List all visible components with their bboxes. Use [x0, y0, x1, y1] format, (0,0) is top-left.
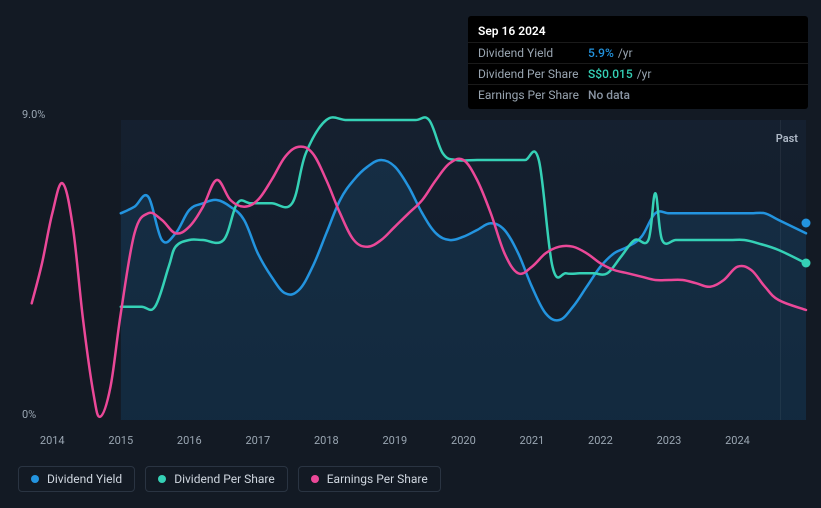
chart-tooltip: Sep 16 2024 Dividend Yield5.9%/yrDividen… [468, 16, 808, 109]
tooltip-rows: Dividend Yield5.9%/yrDividend Per ShareS… [468, 42, 808, 105]
tooltip-row-label: Dividend Yield [478, 46, 588, 60]
legend-item-dividend_per_share[interactable]: Dividend Per Share [145, 466, 288, 492]
x-axis-tick: 2017 [245, 434, 270, 447]
x-axis-ticks: 2014 2015 2016 2017 2018 2019 2020 2021 2022 2023… [18, 434, 806, 450]
x-axis-tick: 2015 [108, 434, 133, 447]
x-axis-tick: 2016 [177, 434, 202, 447]
tooltip-row-label: Earnings Per Share [478, 88, 588, 102]
legend-dot-icon [158, 475, 166, 483]
tooltip-row: Dividend Yield5.9% /yr [468, 42, 808, 63]
tooltip-row-value: 5.9% [588, 46, 614, 60]
tooltip-row-value: S$0.015 [588, 67, 633, 81]
x-axis-tick: 2021 [520, 434, 545, 447]
legend-item-dividend_yield[interactable]: Dividend Yield [18, 466, 135, 492]
legend-item-label: Dividend Yield [47, 472, 122, 486]
x-axis-tick: 2019 [382, 434, 407, 447]
x-axis-tick: 2022 [588, 434, 613, 447]
tooltip-row: Earnings Per ShareNo data [468, 84, 808, 105]
legend-item-label: Earnings Per Share [327, 472, 428, 486]
end-dot-dividend_per_share [802, 259, 811, 268]
tooltip-row-unit: /yr [618, 46, 633, 60]
chart-legend: Dividend Yield Dividend Per Share Earnings… [18, 466, 441, 492]
x-axis-tick: 2020 [451, 434, 476, 447]
legend-item-earnings_per_share[interactable]: Earnings Per Share [298, 466, 441, 492]
x-axis-tick: 2018 [314, 434, 339, 447]
legend-dot-icon [311, 475, 319, 483]
tooltip-row-unit: /yr [637, 67, 652, 81]
legend-item-label: Dividend Per Share [174, 472, 275, 486]
x-axis-tick: 2014 [40, 434, 65, 447]
series-svg [18, 120, 806, 420]
tooltip-row-label: Dividend Per Share [478, 67, 588, 81]
tooltip-date: Sep 16 2024 [468, 20, 808, 42]
tooltip-row: Dividend Per ShareS$0.015/yr [468, 63, 808, 84]
tooltip-row-value: No data [588, 88, 630, 102]
plot-area[interactable] [18, 120, 806, 420]
x-axis-tick: 2023 [657, 434, 682, 447]
end-dot-dividend_yield [802, 219, 811, 228]
chart-area: 9.0% 0% Past 201420152016201720182019202… [18, 108, 806, 448]
dividend-yield-area [121, 160, 806, 420]
legend-dot-icon [31, 475, 39, 483]
x-axis-tick: 2024 [725, 434, 750, 447]
